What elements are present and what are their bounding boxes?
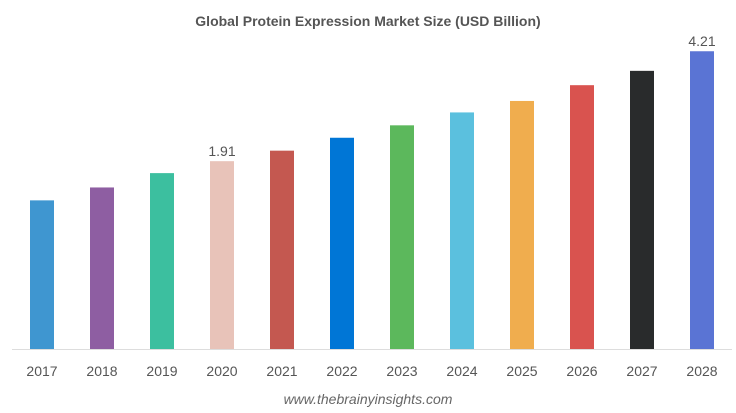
x-tick-label: 2018 — [86, 363, 117, 379]
x-tick-label: 2028 — [686, 363, 717, 379]
bar-2017 — [30, 200, 54, 349]
bar-2024 — [450, 112, 474, 350]
chart-title: Global Protein Expression Market Size (U… — [195, 13, 540, 29]
x-tick-label: 2023 — [386, 363, 417, 379]
bar-2020 — [210, 161, 234, 349]
x-tick-label: 2017 — [26, 363, 57, 379]
x-tick-label: 2022 — [326, 363, 357, 379]
data-label: 4.21 — [688, 33, 715, 49]
x-tick-label: 2021 — [266, 363, 297, 379]
source-footer: www.thebrainyinsights.com — [284, 391, 453, 407]
bar-2027 — [630, 70, 654, 349]
x-tick-label: 2025 — [506, 363, 537, 379]
bar-2022 — [330, 137, 354, 349]
bar-2025 — [510, 100, 534, 349]
bar-2026 — [570, 85, 594, 349]
bar-2019 — [150, 173, 174, 349]
data-label: 1.91 — [208, 143, 235, 159]
x-tick-label: 2020 — [206, 363, 237, 379]
x-tick-label: 2026 — [566, 363, 597, 379]
x-tick-label: 2019 — [146, 363, 177, 379]
bar-2018 — [90, 187, 114, 349]
bar-2023 — [390, 125, 414, 349]
bar-2021 — [270, 150, 294, 349]
x-tick-label: 2027 — [626, 363, 657, 379]
x-tick-label: 2024 — [446, 363, 477, 379]
bar-2028 — [690, 51, 714, 349]
